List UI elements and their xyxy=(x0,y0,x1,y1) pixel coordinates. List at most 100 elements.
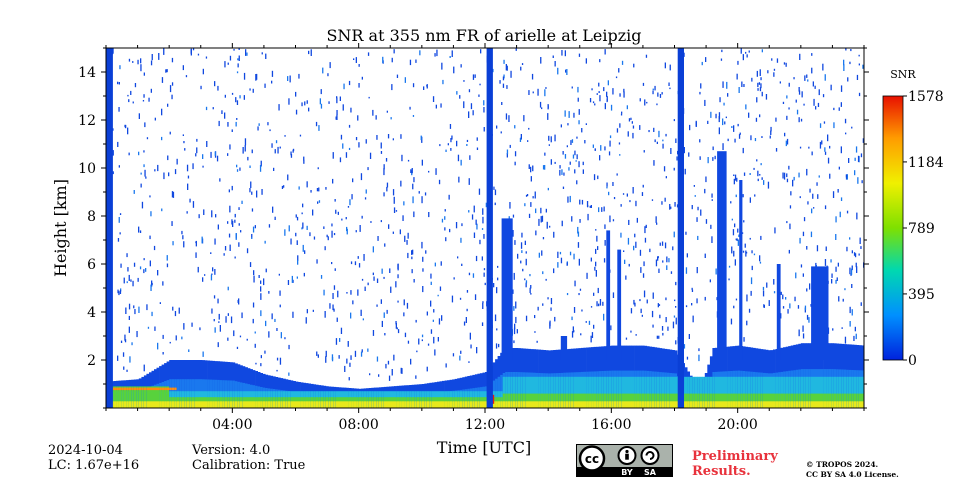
bl-column-green xyxy=(141,386,145,408)
noise-speckle xyxy=(392,231,394,234)
bl-column-yellow xyxy=(282,401,286,408)
bl-column-yellow xyxy=(502,401,506,408)
noise-speckle xyxy=(302,203,304,208)
noise-speckle xyxy=(132,101,134,104)
bl-column-green xyxy=(621,393,625,408)
noise-speckle xyxy=(529,287,531,293)
y-tick-label: 10 xyxy=(78,161,96,177)
noise-speckle xyxy=(218,313,220,320)
noise-speckle xyxy=(225,316,227,323)
noise-speckle xyxy=(456,140,458,147)
noise-speckle xyxy=(130,90,132,95)
noise-speckle xyxy=(143,269,145,274)
bl-column-green xyxy=(699,393,703,408)
bl-column-cyan xyxy=(755,376,759,408)
noise-speckle xyxy=(534,315,536,319)
noise-speckle xyxy=(154,117,156,121)
bl-column-yellow xyxy=(694,401,698,408)
noise-speckle xyxy=(313,236,316,240)
noise-speckle xyxy=(393,207,396,213)
noise-speckle xyxy=(737,239,739,246)
bl-column-green xyxy=(684,393,688,408)
bl-column-cyan xyxy=(803,376,807,408)
noise-speckle xyxy=(643,261,645,267)
bl-column-yellow xyxy=(846,401,850,408)
noise-speckle xyxy=(675,281,677,286)
noise-speckle xyxy=(471,214,474,220)
noise-speckle xyxy=(539,101,542,108)
noise-speckle xyxy=(567,196,569,203)
noise-speckle xyxy=(459,297,462,300)
noise-speckle xyxy=(483,234,485,239)
noise-speckle xyxy=(665,297,667,301)
noise-speckle xyxy=(734,174,737,181)
bl-column-yellow xyxy=(257,401,261,408)
noise-speckle xyxy=(437,337,439,342)
noise-speckle xyxy=(287,174,289,181)
noise-speckle xyxy=(392,138,394,141)
noise-speckle xyxy=(798,117,800,123)
bl-column-yellow xyxy=(550,401,554,408)
noise-speckle xyxy=(195,252,197,258)
noise-speckle xyxy=(377,236,379,241)
noise-speckle xyxy=(578,293,580,296)
noise-speckle xyxy=(423,86,425,90)
bl-column-cyan xyxy=(692,376,696,408)
noise-speckle xyxy=(631,121,633,124)
noise-speckle xyxy=(568,167,570,171)
noise-speckle xyxy=(122,352,125,357)
noise-speckle xyxy=(493,283,495,288)
noise-speckle xyxy=(306,225,308,230)
bl-column-yellow xyxy=(202,401,205,408)
noise-speckle xyxy=(380,299,382,304)
noise-speckle xyxy=(724,121,726,125)
noise-speckle xyxy=(521,232,523,238)
noise-speckle xyxy=(569,161,571,165)
bl-column-green xyxy=(631,393,635,408)
bl-column-green xyxy=(765,393,769,408)
noise-speckle xyxy=(227,221,229,224)
noise-speckle xyxy=(268,331,270,338)
noise-speckle xyxy=(256,190,258,198)
bl-column-yellow xyxy=(131,401,135,408)
bl-column-yellow xyxy=(613,401,617,408)
bl-column-cyan xyxy=(568,376,572,408)
noise-speckle xyxy=(645,54,648,58)
bl-column-cyan xyxy=(611,376,615,408)
noise-speckle xyxy=(278,104,280,111)
noise-speckle xyxy=(808,146,810,149)
noise-speckle xyxy=(463,80,465,82)
noise-speckle xyxy=(325,350,327,357)
bl-column-yellow xyxy=(293,401,296,408)
noise-speckle xyxy=(819,141,822,149)
noise-speckle xyxy=(630,330,632,333)
noise-speckle xyxy=(355,57,357,63)
noise-speckle xyxy=(438,318,441,325)
noise-speckle xyxy=(403,299,405,306)
noise-speckle xyxy=(797,305,800,309)
noise-speckle xyxy=(237,299,239,303)
noise-speckle xyxy=(589,205,591,208)
noise-speckle xyxy=(287,76,289,81)
noise-speckle xyxy=(336,114,338,120)
noise-speckle xyxy=(548,135,550,141)
bl-column-yellow xyxy=(394,401,397,408)
bl-column-green xyxy=(780,393,784,408)
bl-column-yellow xyxy=(462,401,466,408)
bl-aerosol-layer xyxy=(174,387,178,391)
noise-speckle xyxy=(598,91,600,93)
bl-column-yellow xyxy=(818,401,822,408)
bl-column-yellow xyxy=(704,401,708,408)
bl-column-yellow xyxy=(778,401,781,408)
noise-speckle xyxy=(312,209,314,216)
noise-speckle xyxy=(411,256,413,260)
noise-speckle xyxy=(383,276,385,279)
noise-speckle xyxy=(767,181,770,189)
noise-speckle xyxy=(553,231,555,238)
noise-speckle xyxy=(590,306,593,308)
noise-speckle xyxy=(421,196,423,204)
noise-speckle xyxy=(837,262,839,267)
noise-speckle xyxy=(571,86,573,89)
noise-speckle xyxy=(744,243,746,248)
noise-speckle xyxy=(411,168,413,174)
